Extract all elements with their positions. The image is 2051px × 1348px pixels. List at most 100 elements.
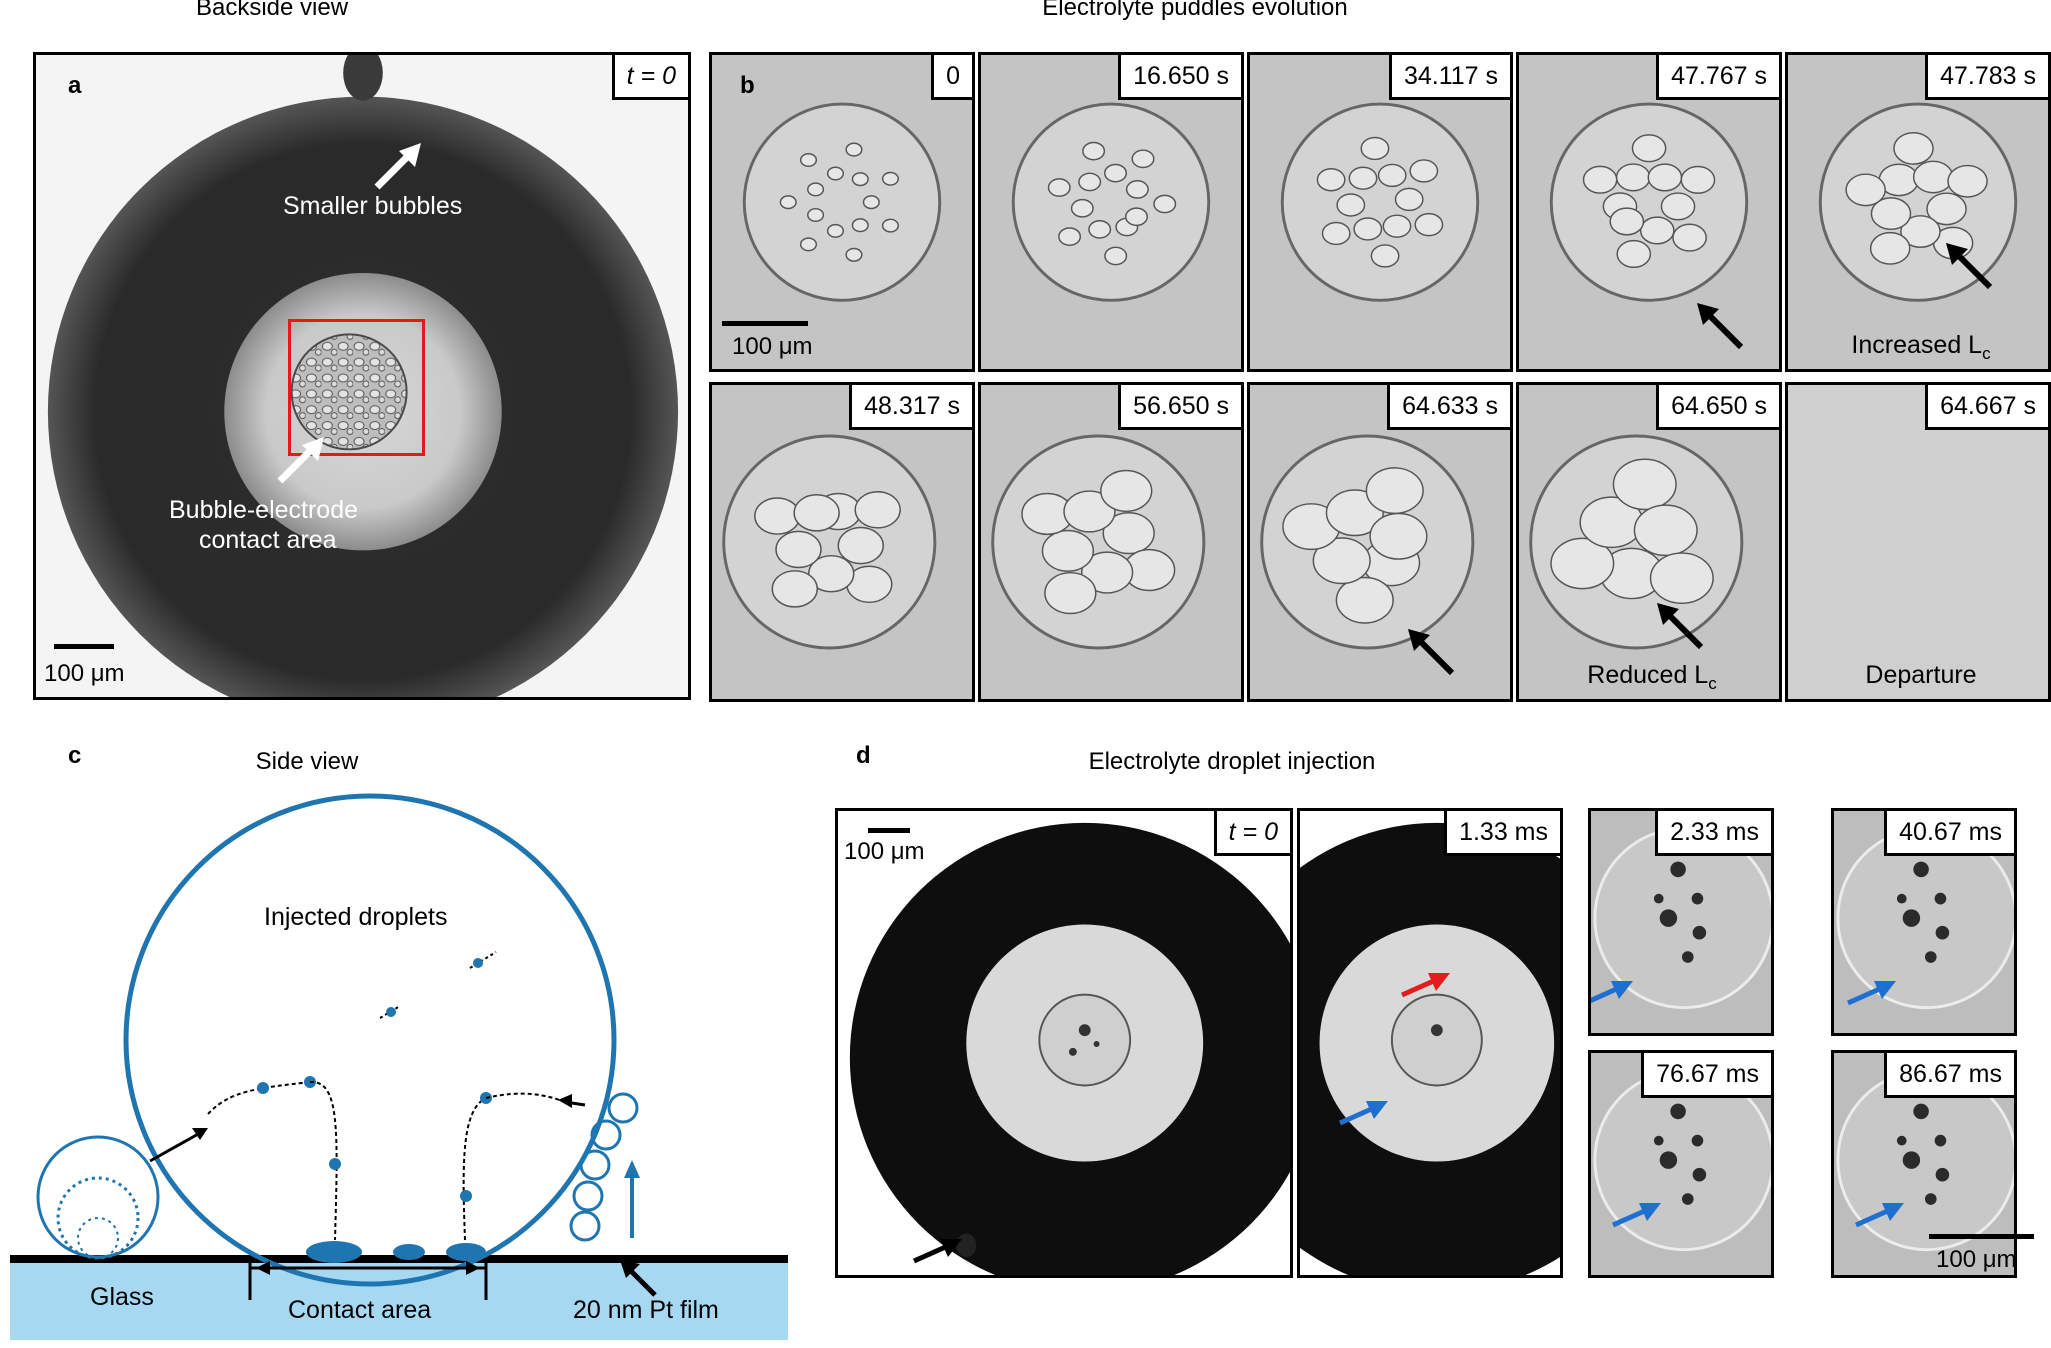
puddle-frame: 64.650 s Reduced Lc (1516, 382, 1782, 702)
puddle-frame: 56.650 s (978, 382, 1244, 702)
puddle-frame-time: 48.317 s (849, 385, 972, 430)
puddle-micrograph (742, 102, 942, 302)
blue-arrow (1854, 1203, 1904, 1228)
blue-arrow (1338, 1101, 1388, 1126)
panel-label-b: b (740, 72, 755, 99)
panel-d-frame-large: t = 0 100 μm (835, 808, 1293, 1278)
main-bubble-outline (123, 793, 617, 1287)
puddle-micrograph (1549, 102, 1749, 302)
injection-frame-time: 40.67 ms (1884, 811, 2014, 856)
panel-label-d: d (856, 742, 871, 769)
pt-film-label: 20 nm Pt film (573, 1296, 719, 1324)
puddle-frame: 47.783 s Increased Lc (1785, 52, 2051, 372)
injection-frame-time: 86.67 ms (1884, 1053, 2014, 1098)
red-arrow (1400, 973, 1450, 998)
annotation-smaller-bubbles: Smaller bubbles (283, 192, 463, 220)
panel-a-image: t = 0 Smaller bubbles Bubble-electrode c… (33, 52, 691, 700)
puddle-micrograph (1788, 385, 2048, 699)
injection-frame: 86.67 ms (1831, 1050, 2017, 1278)
black-arrow-bottom (912, 1239, 962, 1264)
puddle-frame-caption-text: Increased L (1851, 331, 1983, 359)
puddle-frame-time: 64.667 s (1925, 385, 2048, 430)
left-tiny-dotted-bubble (77, 1217, 119, 1259)
injection-frame: 2.33 ms (1588, 808, 1774, 1036)
annotation-contact-line2: contact area (199, 526, 337, 554)
puddle-frame-time: 47.783 s (1925, 55, 2048, 100)
panel-d-scale-label-left: 100 μm (844, 838, 925, 865)
panel-a-scale-bar (54, 644, 114, 649)
puddle-frame-caption-text: Reduced L (1587, 661, 1709, 689)
left-small-bubble (36, 1135, 160, 1259)
puddle-frame-time: 16.650 s (1118, 55, 1241, 100)
injection-micrograph (1836, 1069, 2014, 1252)
annotation-contact-line1: Bubble-electrode (169, 496, 359, 524)
panel-d-scale-bar-left (868, 828, 910, 833)
puddle-micrograph (1529, 434, 1744, 650)
red-highlight-box (288, 319, 425, 456)
injection-frame-time: 76.67 ms (1641, 1053, 1771, 1098)
blue-arrow (1591, 981, 1633, 1004)
injected-droplets-label: Injected droplets (264, 903, 448, 931)
puddle-frame: 48.317 s (709, 382, 975, 702)
puddle-micrograph (1260, 434, 1475, 650)
injection-frame: 76.67 ms (1588, 1050, 1774, 1278)
puddle-frame: 64.667 s Departure (1785, 382, 2051, 702)
puddle-frame-time: 56.650 s (1118, 385, 1241, 430)
puddle-frame: 64.633 s (1247, 382, 1513, 702)
puddle-micrograph (1280, 102, 1480, 302)
black-arrow (1946, 243, 1993, 290)
puddle-frame-caption-text: Departure (1865, 661, 1977, 689)
glass-label: Glass (90, 1283, 154, 1311)
puddle-frame-caption: Departure (1865, 661, 1976, 690)
puddle-frame: 34.117 s (1247, 52, 1513, 372)
panel-d-frame-2: 1.33 ms (1297, 808, 1563, 1278)
puddle-frame-time: 64.633 s (1387, 385, 1510, 430)
panel-a-micrograph (47, 55, 678, 697)
panel-d-micrograph-2 (1300, 822, 1560, 1275)
panel-b-scale-label: 100 μm (732, 333, 813, 360)
blue-arrow (1846, 981, 1896, 1006)
black-arrow (1408, 629, 1455, 676)
side-view-schematic (10, 793, 788, 1340)
header-injection: Electrolyte droplet injection (1088, 748, 1376, 775)
panel-b-scale-bar (722, 321, 808, 326)
puddle-frame-caption: Increased Lc (1851, 331, 1990, 364)
puddle-frame: 0 100 μm (709, 52, 975, 372)
puddle-frame-time: 34.117 s (1388, 55, 1510, 100)
left-dotted-bubble (56, 1176, 140, 1260)
injection-frame: 40.67 ms (1831, 808, 2017, 1036)
white-arrow-top (374, 143, 421, 190)
contact-area-label: Contact area (288, 1296, 432, 1324)
puddle-frame: 16.650 s (978, 52, 1244, 372)
puddle-frame-time: 47.767 s (1656, 55, 1779, 100)
puddle-frame-caption-subscript: c (1982, 344, 1991, 363)
pt-film (10, 1255, 788, 1263)
puddle-micrograph (722, 434, 937, 650)
puddle-frame-time: 64.650 s (1656, 385, 1779, 430)
glass-substrate (10, 1258, 788, 1340)
puddle-frame: 47.767 s (1516, 52, 1782, 372)
injection-frame-time: 2.33 ms (1655, 811, 1771, 856)
panel-a-time-label: t = 0 (611, 55, 688, 100)
header-backside: Backside view (195, 0, 349, 21)
panel-d-scale-label-right: 100 μm (1936, 1246, 2017, 1273)
puddle-micrograph (991, 434, 1206, 650)
puddle-frame-caption-subscript: c (1708, 674, 1717, 693)
panel-label-a: a (68, 72, 82, 99)
black-arrow (1657, 603, 1704, 650)
puddle-micrograph (1011, 102, 1211, 302)
puddle-micrograph (1818, 102, 2018, 302)
panel-d-scale-bar-right (1929, 1234, 2034, 1239)
white-arrow-center (277, 437, 324, 484)
panel-a-scale-label: 100 μm (44, 660, 125, 687)
blue-arrow (1611, 1203, 1661, 1228)
panel-label-c: c (68, 742, 82, 769)
puddle-frame-time: 0 (931, 55, 972, 100)
header-puddles: Electrolyte puddles evolution (1042, 0, 1348, 21)
panel-d-frame-time: 1.33 ms (1444, 811, 1560, 856)
header-side-view: Side view (255, 748, 359, 775)
panel-d-frame-time: t = 0 (1213, 811, 1290, 856)
puddle-frame-caption: Reduced Lc (1587, 661, 1716, 694)
black-arrow (1697, 303, 1744, 350)
panel-d-micrograph-large (849, 822, 1290, 1275)
